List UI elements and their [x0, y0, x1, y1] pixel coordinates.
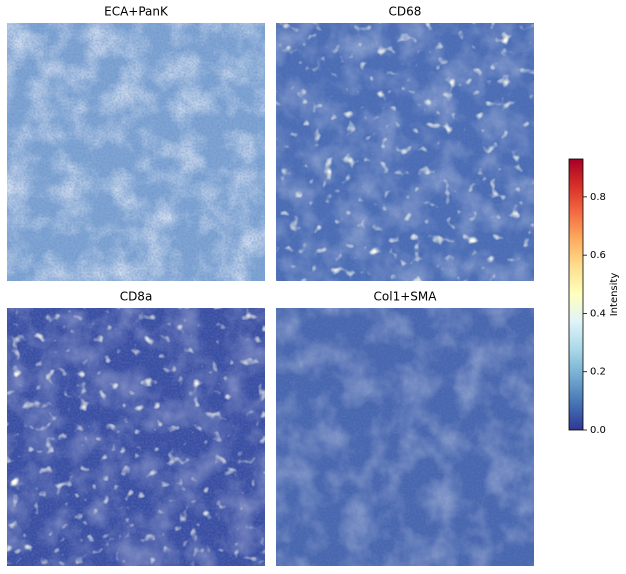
panel-title: CD8a	[120, 290, 153, 304]
image-panel	[276, 23, 534, 281]
image-spots	[276, 23, 534, 281]
image-spots	[7, 308, 265, 566]
image-panel	[7, 308, 265, 566]
panel-title: Col1+SMA	[374, 290, 438, 304]
image-panel	[276, 308, 534, 566]
colorbar-tick-label: 0.0	[590, 425, 606, 436]
panel-title: CD68	[389, 5, 422, 19]
colorbar-label: Intensity	[609, 273, 620, 317]
image-grain	[276, 308, 534, 566]
image-panel	[7, 23, 265, 281]
colorbar-tick-label: 0.2	[590, 367, 606, 378]
colorbar-tick-label: 0.8	[590, 192, 606, 203]
colorbar-tick-label: 0.4	[590, 308, 606, 319]
colorbar-tick-label: 0.6	[590, 250, 606, 261]
colorbar	[568, 158, 584, 431]
panel-title: ECA+PanK	[104, 5, 169, 19]
image-grain	[7, 23, 265, 281]
